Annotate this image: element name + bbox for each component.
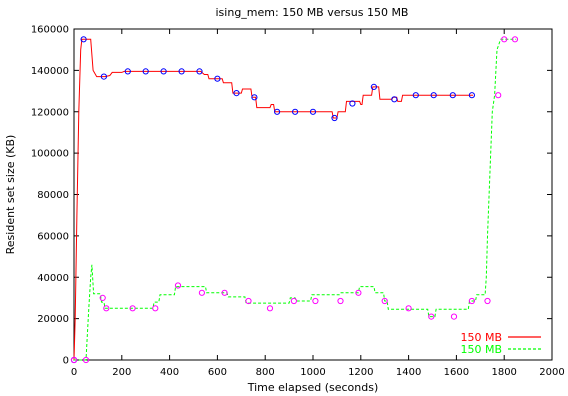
y-tick-label: 20000 xyxy=(37,314,69,325)
data-point-marker xyxy=(292,108,299,115)
data-point-marker xyxy=(82,356,90,364)
data-point-marker xyxy=(124,68,131,75)
y-tick-label: 160000 xyxy=(31,25,69,36)
legend-label-1: 150 MB xyxy=(460,331,502,344)
data-point-marker xyxy=(501,36,508,43)
data-point-marker xyxy=(381,297,388,305)
data-point-marker xyxy=(450,313,458,320)
data-point-marker xyxy=(233,90,240,97)
data-point-marker xyxy=(511,36,519,43)
y-tick-label: 100000 xyxy=(31,149,69,160)
data-point-marker xyxy=(391,96,398,103)
data-point-marker xyxy=(70,356,78,364)
y-axis-ticks: 0 20000 40000 60000 80000 100000 120000 140000 1… xyxy=(31,25,552,367)
data-point-marker xyxy=(196,68,203,75)
data-point-marker xyxy=(412,92,419,99)
data-point-marker xyxy=(266,305,274,312)
data-point-marker xyxy=(484,297,491,305)
data-point-marker xyxy=(152,305,159,312)
x-axis-ticks: 0 200 400 600 800 1000 1200 1400 1600 1800 2000 xyxy=(71,29,565,378)
data-point-marker xyxy=(355,289,362,296)
data-point-marker xyxy=(99,294,106,301)
data-point-marker xyxy=(129,305,136,312)
data-point-marker xyxy=(331,114,338,122)
legend: 150 MB 150 MB xyxy=(460,331,541,356)
x-tick-label: 0 xyxy=(71,367,77,378)
data-point-marker xyxy=(349,100,356,107)
x-tick-label: 400 xyxy=(160,367,179,378)
x-tick-label: 1000 xyxy=(300,367,325,378)
y-tick-label: 0 xyxy=(63,356,69,367)
data-point-marker xyxy=(309,108,317,115)
series-line-1 xyxy=(73,38,474,361)
x-tick-label: 800 xyxy=(256,367,275,378)
data-point-marker xyxy=(468,92,475,99)
x-tick-label: 1800 xyxy=(491,367,516,378)
data-point-marker xyxy=(251,94,258,101)
data-point-marker xyxy=(160,68,167,75)
x-tick-label: 1400 xyxy=(396,367,421,378)
data-point-marker xyxy=(370,83,377,91)
legend-label-2: 150 MB xyxy=(460,343,502,356)
x-tick-label: 200 xyxy=(112,367,131,378)
x-axis-title: Time elapsed (seconds) xyxy=(247,381,379,394)
data-point-marker xyxy=(142,68,149,75)
series-line-2 xyxy=(74,38,517,361)
data-point-marker xyxy=(430,92,437,99)
y-tick-label: 80000 xyxy=(37,190,69,201)
data-point-marker xyxy=(405,305,412,312)
data-point-marker xyxy=(312,297,319,305)
data-point-marker xyxy=(245,297,252,305)
y-tick-label: 120000 xyxy=(31,107,69,118)
x-tick-label: 1600 xyxy=(444,367,469,378)
x-tick-label: 600 xyxy=(208,367,227,378)
plot-frame xyxy=(73,28,553,361)
data-point-marker xyxy=(428,313,435,320)
y-axis-title: Resident set size (KB) xyxy=(4,135,17,255)
data-point-marker xyxy=(103,305,110,312)
data-point-marker xyxy=(337,297,344,305)
data-point-marker xyxy=(178,68,185,75)
data-point-marker xyxy=(221,289,228,296)
data-point-marker xyxy=(274,108,281,115)
x-tick-label: 1200 xyxy=(348,367,373,378)
data-point-marker xyxy=(174,282,182,289)
data-point-marker xyxy=(449,92,456,99)
data-point-marker xyxy=(80,36,87,43)
series-layer xyxy=(70,36,519,364)
data-point-marker xyxy=(198,289,205,296)
data-point-marker xyxy=(290,297,297,305)
data-point-marker xyxy=(100,73,108,80)
y-tick-label: 140000 xyxy=(31,66,69,77)
y-tick-label: 60000 xyxy=(37,231,69,242)
data-point-marker xyxy=(214,75,221,82)
y-tick-label: 40000 xyxy=(37,273,69,284)
data-point-marker xyxy=(495,92,502,99)
data-point-marker xyxy=(468,297,475,305)
x-tick-label: 2000 xyxy=(539,367,564,378)
chart-title: ising_mem: 150 MB versus 150 MB xyxy=(216,6,409,19)
